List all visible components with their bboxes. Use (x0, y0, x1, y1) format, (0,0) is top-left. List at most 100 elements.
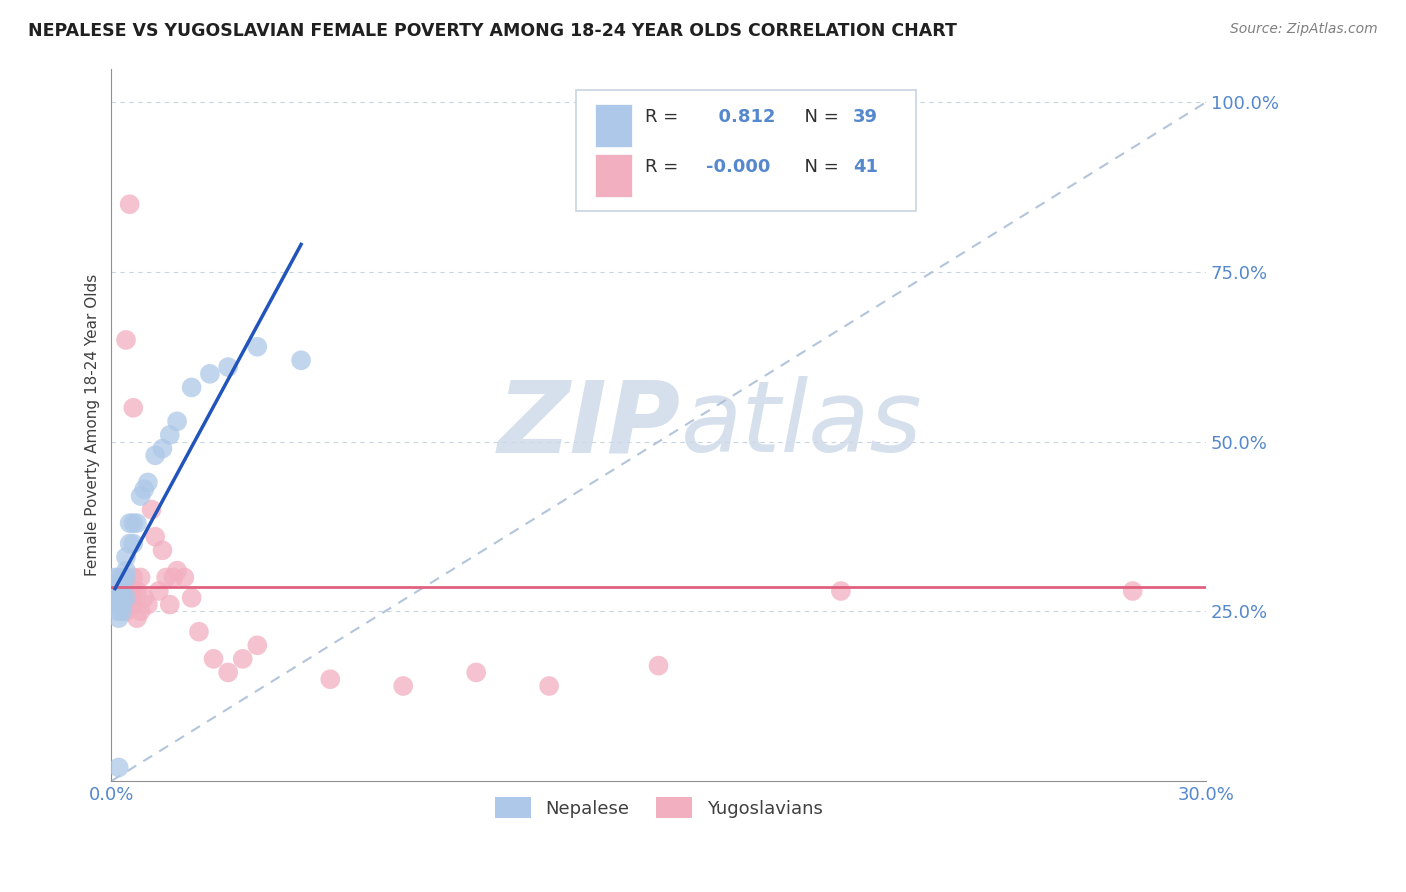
Point (111, 591, 134, 605)
Point (122, 516, 145, 530)
Text: N =: N = (793, 158, 845, 176)
Point (159, 428, 181, 442)
Point (107, 598, 129, 612)
Point (134, 591, 156, 605)
Text: R =: R = (645, 108, 685, 126)
Point (115, 591, 138, 605)
Point (392, 679, 415, 693)
Point (115, 591, 138, 605)
Point (538, 679, 561, 693)
Point (246, 340, 269, 354)
Point (111, 598, 134, 612)
Text: 41: 41 (853, 158, 879, 176)
Point (246, 638, 269, 652)
Point (118, 591, 141, 605)
Point (136, 475, 159, 490)
Point (118, 197, 141, 211)
Point (136, 598, 159, 612)
Point (107, 604, 129, 618)
Point (647, 658, 669, 673)
Text: 0.812: 0.812 (706, 108, 775, 126)
Bar (595, 154, 633, 197)
Point (122, 598, 145, 612)
Point (129, 604, 152, 618)
Text: ZIP: ZIP (498, 376, 681, 474)
Point (143, 448, 166, 462)
Point (143, 530, 166, 544)
Point (107, 591, 129, 605)
Text: N =: N = (793, 108, 845, 126)
Point (290, 353, 312, 368)
Point (104, 577, 127, 591)
Point (107, 570, 129, 584)
Point (115, 333, 138, 347)
Point (125, 584, 148, 599)
Point (319, 672, 342, 686)
Point (115, 570, 138, 584)
Text: atlas: atlas (681, 376, 922, 474)
Text: NEPALESE VS YUGOSLAVIAN FEMALE POVERTY AMONG 18-24 YEAR OLDS CORRELATION CHART: NEPALESE VS YUGOSLAVIAN FEMALE POVERTY A… (28, 22, 957, 40)
Point (104, 591, 127, 605)
Point (134, 482, 156, 496)
Point (111, 570, 134, 584)
Point (111, 584, 134, 599)
Point (115, 550, 138, 565)
Point (111, 570, 134, 584)
Bar (595, 104, 633, 147)
Point (104, 598, 127, 612)
Point (107, 760, 129, 774)
Point (1122, 584, 1144, 599)
Point (122, 584, 145, 599)
Point (115, 604, 138, 618)
Point (118, 584, 141, 599)
Point (202, 652, 225, 666)
Point (125, 516, 148, 530)
Point (830, 584, 852, 599)
Point (232, 652, 254, 666)
Point (159, 598, 181, 612)
Point (111, 598, 134, 612)
Point (152, 442, 174, 456)
Point (198, 367, 221, 381)
Point (152, 543, 174, 558)
Point (104, 591, 127, 605)
Point (122, 536, 145, 550)
Text: R =: R = (645, 158, 685, 176)
Point (173, 570, 195, 584)
Text: 39: 39 (853, 108, 879, 126)
Point (122, 401, 145, 415)
Point (155, 570, 177, 584)
Point (180, 380, 202, 394)
Point (118, 536, 141, 550)
Point (115, 577, 138, 591)
Point (122, 570, 145, 584)
Text: -0.000: -0.000 (706, 158, 770, 176)
Y-axis label: Female Poverty Among 18-24 Year Olds: Female Poverty Among 18-24 Year Olds (86, 274, 100, 576)
Point (118, 598, 141, 612)
Point (111, 577, 134, 591)
Point (107, 611, 129, 625)
Point (217, 665, 239, 680)
Legend: Nepalese, Yugoslavians: Nepalese, Yugoslavians (488, 790, 830, 825)
Point (162, 570, 184, 584)
FancyBboxPatch shape (576, 90, 915, 211)
Point (141, 502, 163, 516)
Point (107, 584, 129, 599)
Point (104, 584, 127, 599)
Point (217, 360, 239, 375)
Point (166, 564, 188, 578)
Point (129, 570, 152, 584)
Point (129, 489, 152, 503)
Point (188, 624, 211, 639)
Point (118, 516, 141, 530)
Point (180, 591, 202, 605)
Point (465, 665, 488, 680)
Point (125, 611, 148, 625)
Point (166, 414, 188, 428)
Text: Source: ZipAtlas.com: Source: ZipAtlas.com (1230, 22, 1378, 37)
Point (104, 570, 127, 584)
Point (111, 604, 134, 618)
Point (111, 591, 134, 605)
Point (115, 564, 138, 578)
Point (148, 584, 170, 599)
